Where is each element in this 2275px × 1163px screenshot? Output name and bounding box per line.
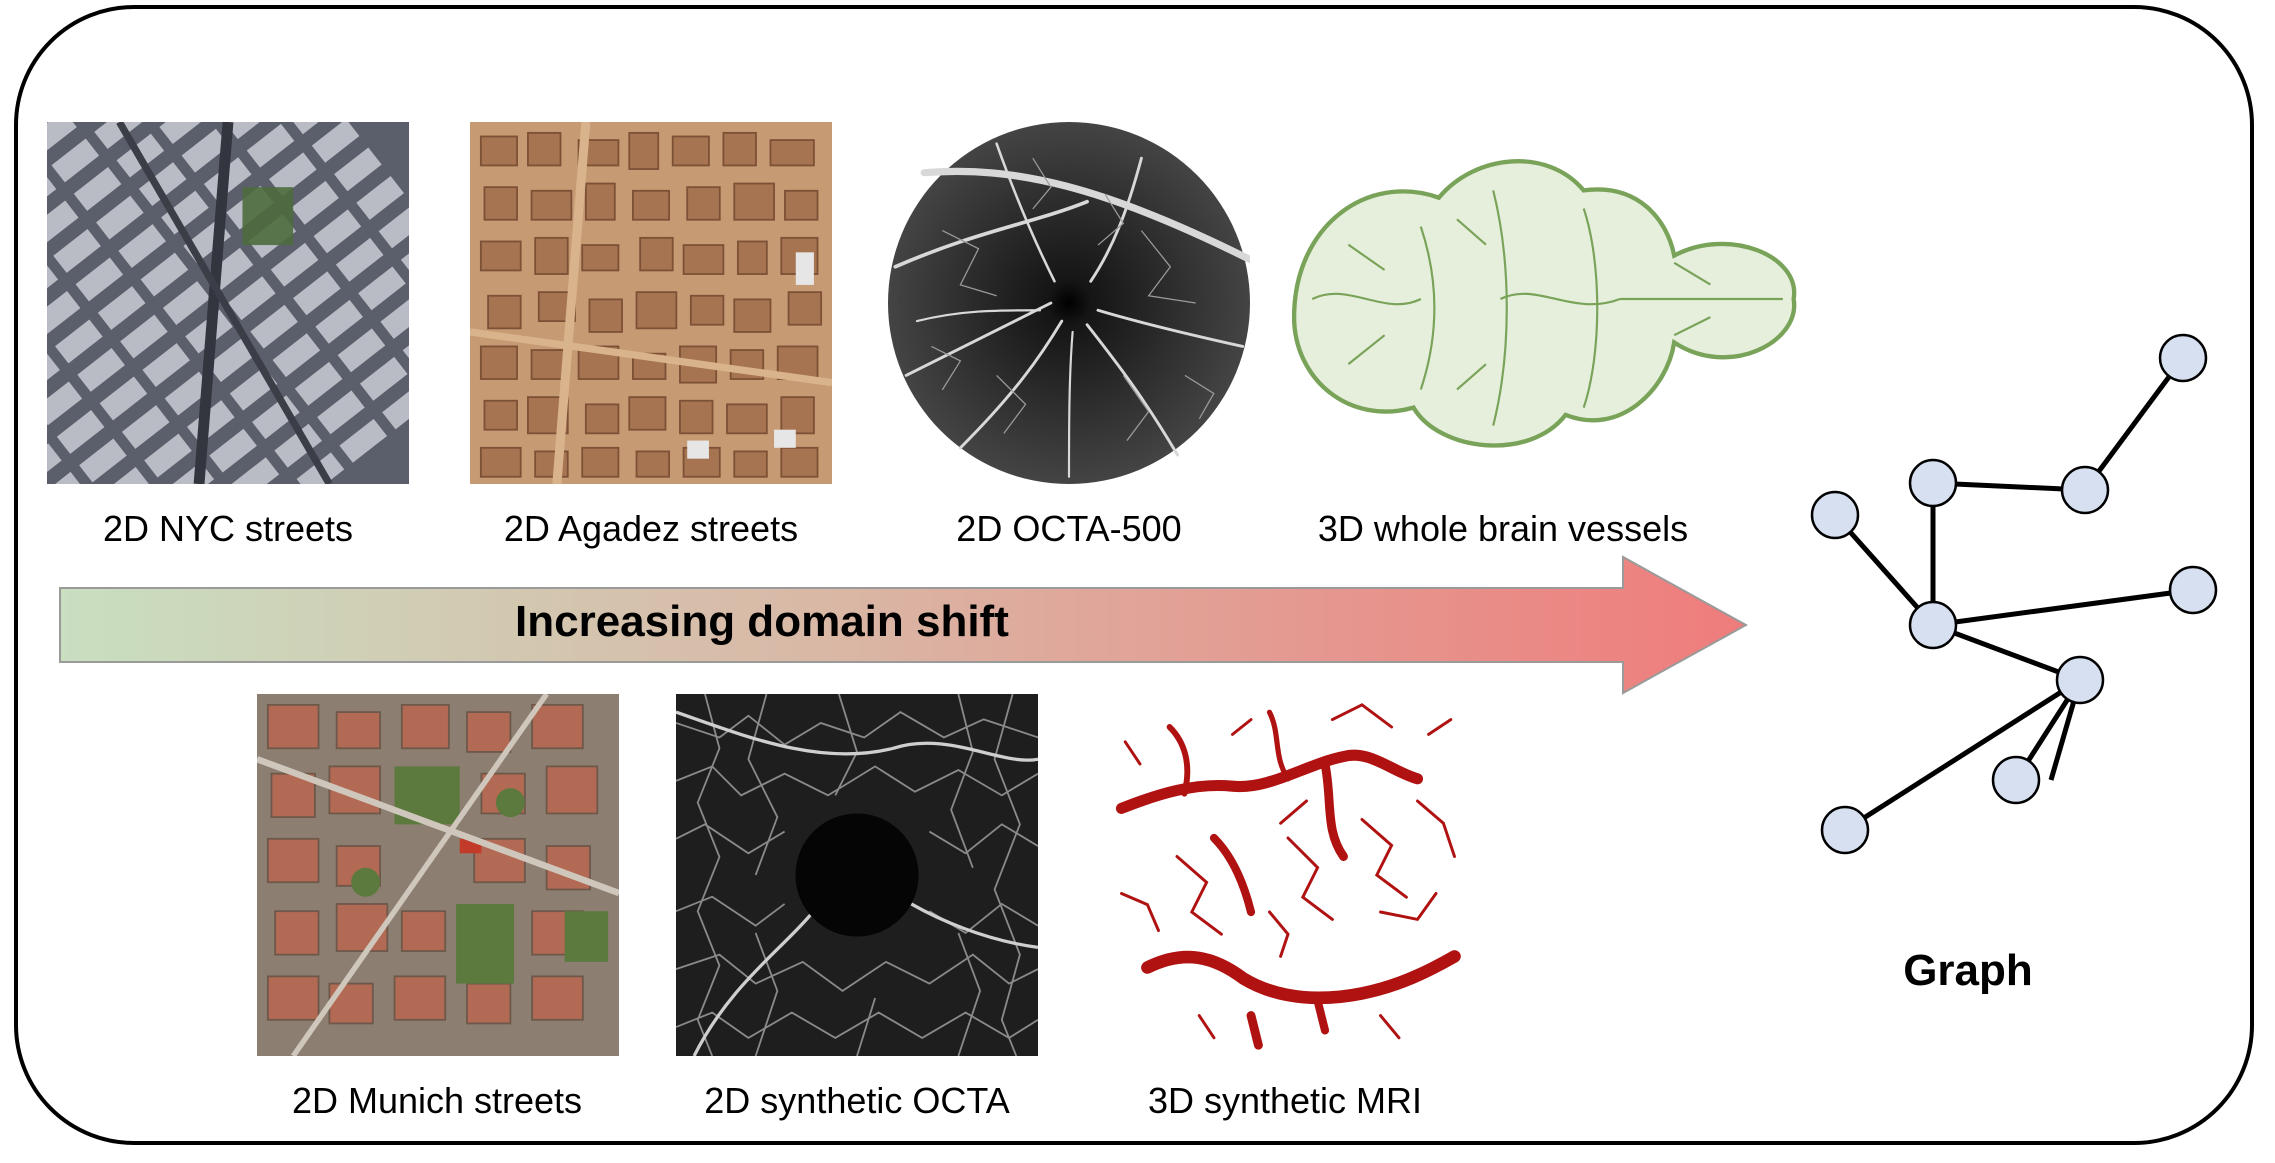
graph-node	[2055, 655, 2105, 705]
caption-nyc: 2D NYC streets	[102, 508, 354, 549]
caption-munich: 2D Munich streets	[291, 1080, 583, 1121]
synthetic-mri-vessels-image	[1098, 690, 1478, 1060]
graph-node	[1991, 755, 2041, 805]
graph-edge	[1843, 677, 2082, 833]
graph-edge	[1932, 480, 2086, 493]
caption-brain: 3D whole brain vessels	[1317, 508, 1689, 549]
figure-frame	[14, 5, 2254, 1145]
caption-octa500: 2D OCTA-500	[956, 508, 1182, 549]
graph-node	[1908, 600, 1958, 650]
graph-label: Graph	[1903, 946, 2033, 995]
arrow-label: Increasing domain shift	[515, 597, 1009, 646]
graph-node	[2168, 565, 2218, 615]
octa500-retina-image	[888, 122, 1250, 484]
whole-brain-vessels-image	[1275, 118, 1820, 480]
nyc-aerial-image	[47, 122, 409, 484]
graph-edge	[1932, 622, 2081, 683]
graph-node	[1810, 490, 1860, 540]
agadez-aerial-image	[470, 122, 832, 484]
domain-shift-arrow	[59, 555, 1748, 695]
graph-node	[1908, 458, 1958, 508]
caption-synthetic-mri: 3D synthetic MRI	[1147, 1080, 1423, 1121]
caption-agadez: 2D Agadez streets	[503, 508, 799, 549]
graph-edge	[1932, 587, 2194, 628]
caption-synthetic-octa: 2D synthetic OCTA	[704, 1080, 1010, 1121]
graph-node	[1820, 805, 1870, 855]
munich-aerial-image	[257, 694, 619, 1056]
graph-node	[2158, 333, 2208, 383]
graph-node	[2060, 465, 2110, 515]
graph-edge	[2082, 356, 2186, 492]
synthetic-octa-image	[676, 694, 1038, 1056]
graph-diagram	[1810, 333, 2218, 855]
graph-edge	[1833, 513, 1935, 627]
